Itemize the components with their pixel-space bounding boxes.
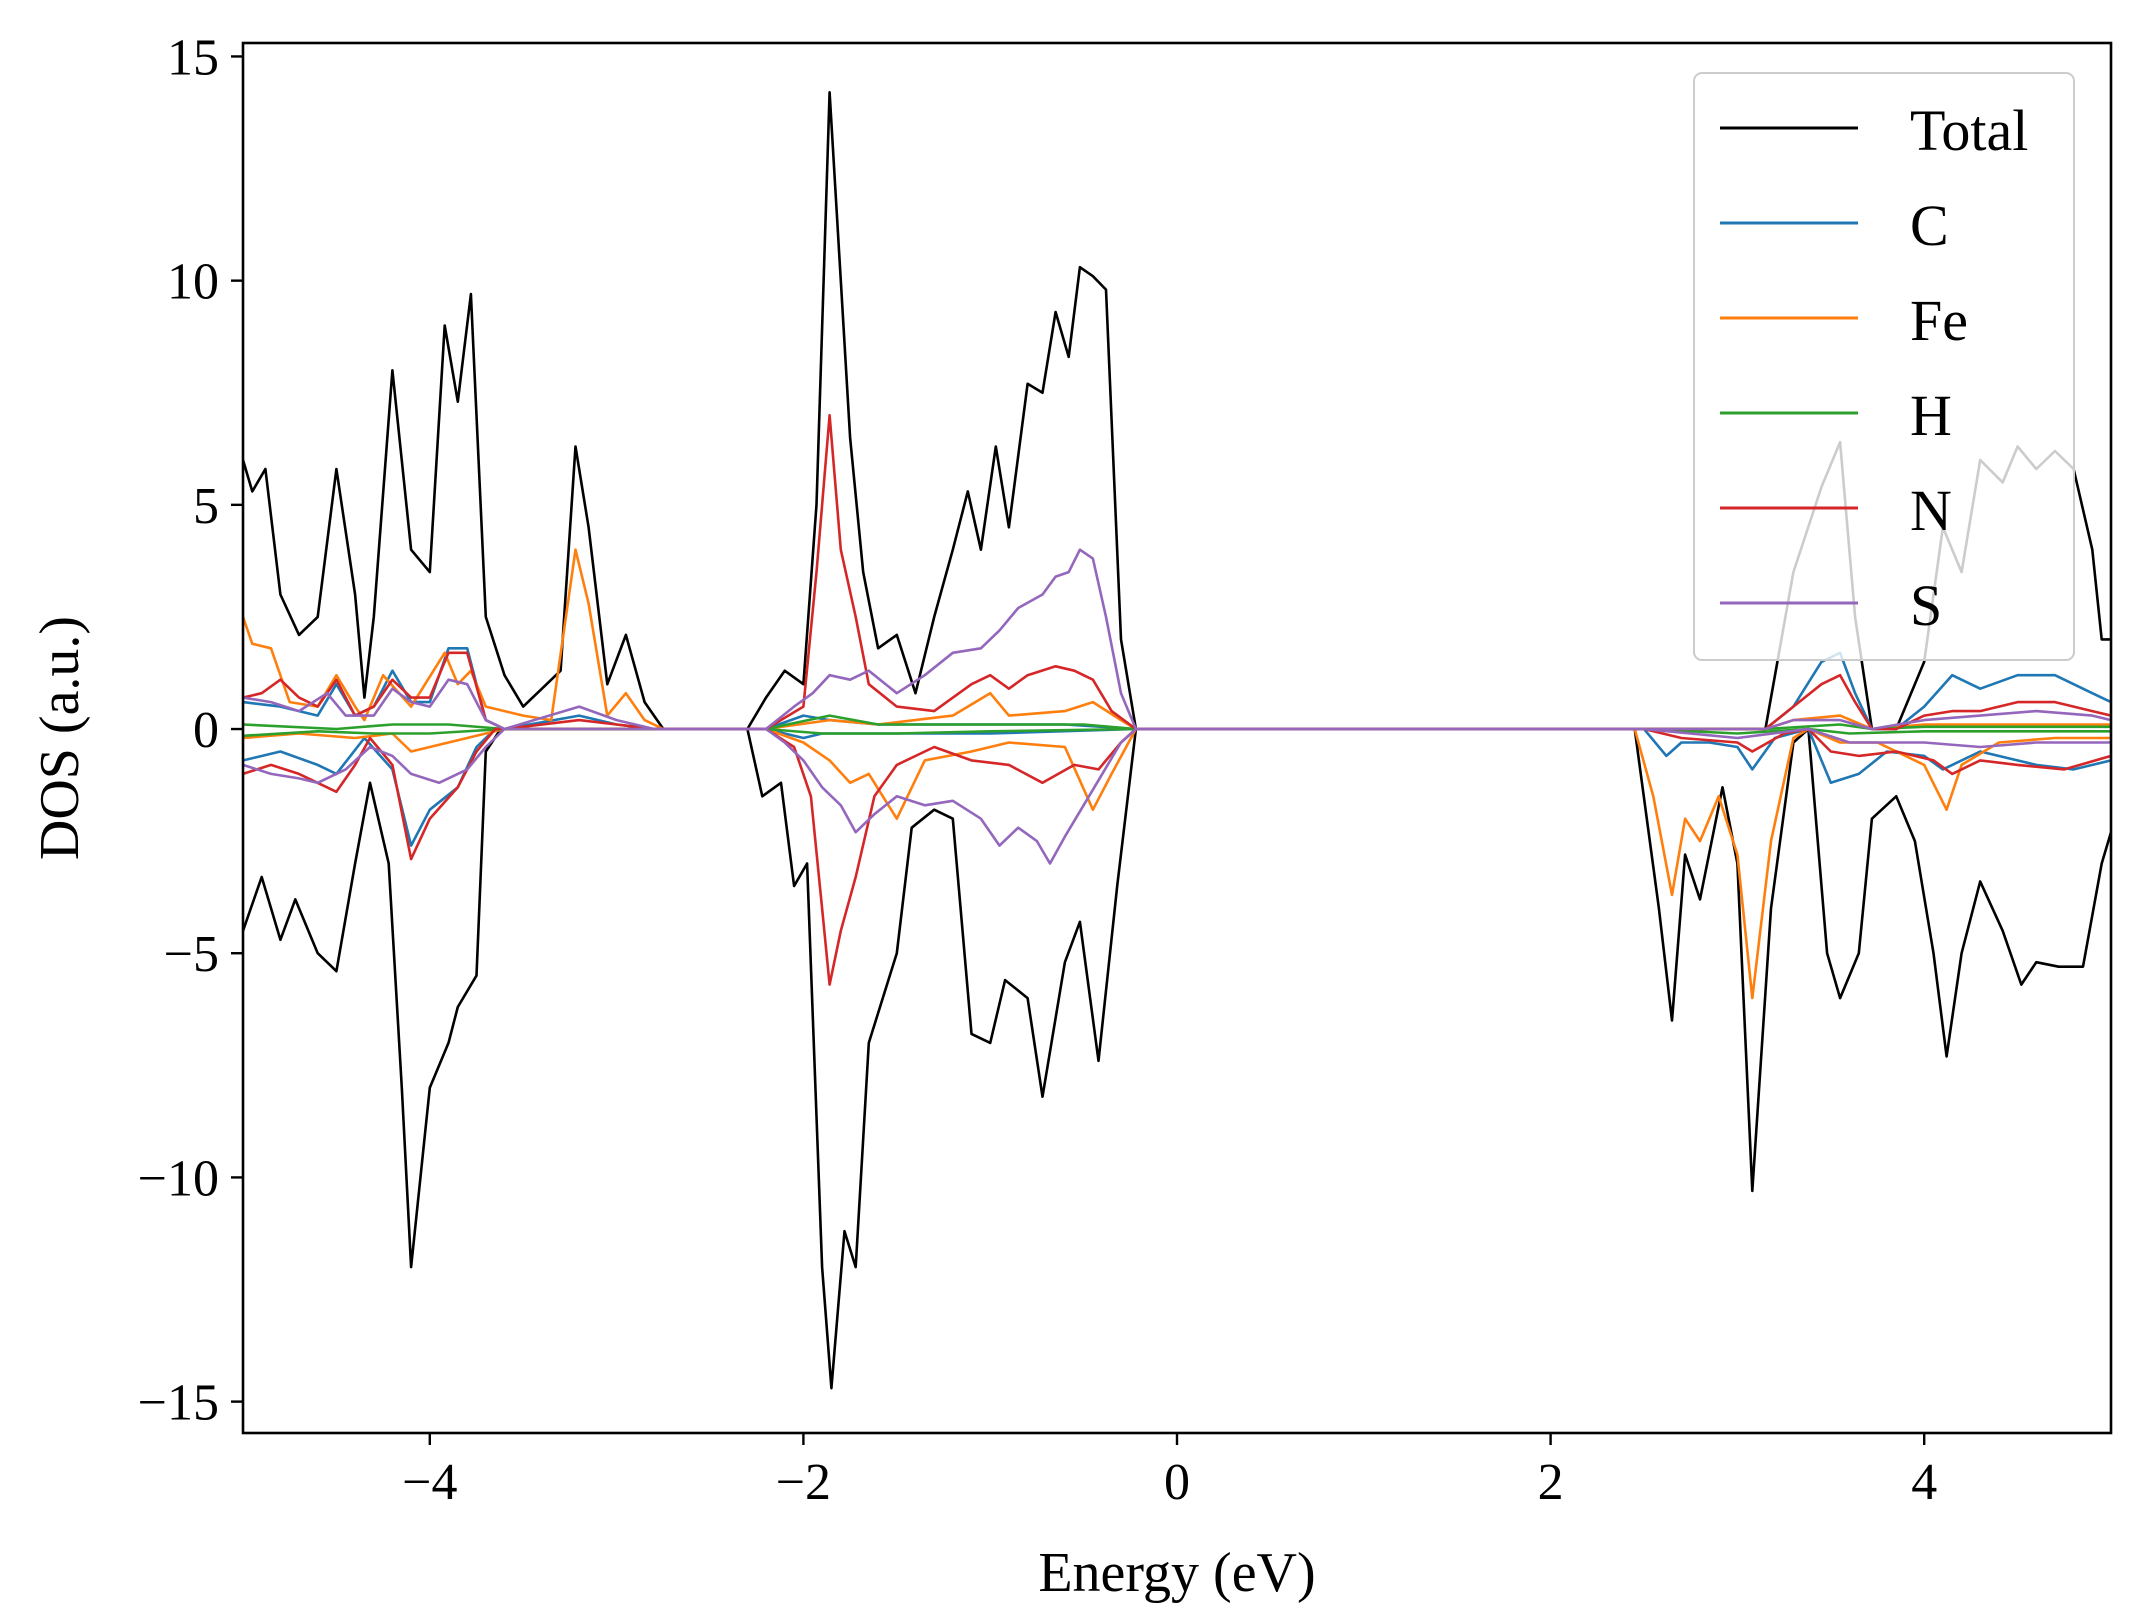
series-n-up-line (243, 413, 2111, 731)
legend-label-total: Total (1910, 98, 2028, 163)
x-tick-label: −4 (402, 1454, 457, 1511)
y-tick-label: 15 (167, 29, 219, 86)
axis-ticks: −4 −2 0 2 4 −15 −10 −5 0 5 10 15 (138, 29, 1938, 1511)
y-tick-label: 0 (193, 702, 219, 759)
series-s-down-line (243, 727, 2111, 865)
y-tick-label: −15 (138, 1375, 219, 1432)
series-h-up-line (243, 714, 2111, 731)
x-tick-label: 0 (1164, 1454, 1190, 1511)
series-s-up-line (243, 548, 2111, 731)
legend-label-n: N (1910, 478, 1952, 543)
legend-label-fe: Fe (1910, 288, 1968, 353)
series-total-down-line (243, 727, 2111, 1390)
x-tick-label: 2 (1538, 1454, 1564, 1511)
y-axis-label: DOS (a.u.) (29, 616, 91, 860)
legend-box (1693, 72, 2075, 661)
y-tick-label: −10 (138, 1150, 219, 1207)
series-fe-down-line (243, 727, 2111, 1000)
series-n-down-line (243, 727, 2111, 986)
y-tick-label: 5 (193, 478, 219, 535)
legend: Total C Fe HNS (1693, 72, 2075, 661)
legend-label-c: C (1910, 193, 1949, 258)
legend-label-s: S (1910, 573, 1942, 638)
x-axis-label: Energy (eV) (1038, 1542, 1315, 1604)
series-c-down-line (243, 727, 2111, 847)
y-tick-label: 10 (167, 254, 219, 311)
legend-label-h: H (1910, 383, 1952, 448)
series-h-down-line (243, 727, 2111, 738)
x-tick-label: −2 (776, 1454, 831, 1511)
x-tick-label: 4 (1911, 1454, 1937, 1511)
series-lines (243, 91, 2111, 1390)
y-tick-label: −5 (164, 926, 219, 983)
